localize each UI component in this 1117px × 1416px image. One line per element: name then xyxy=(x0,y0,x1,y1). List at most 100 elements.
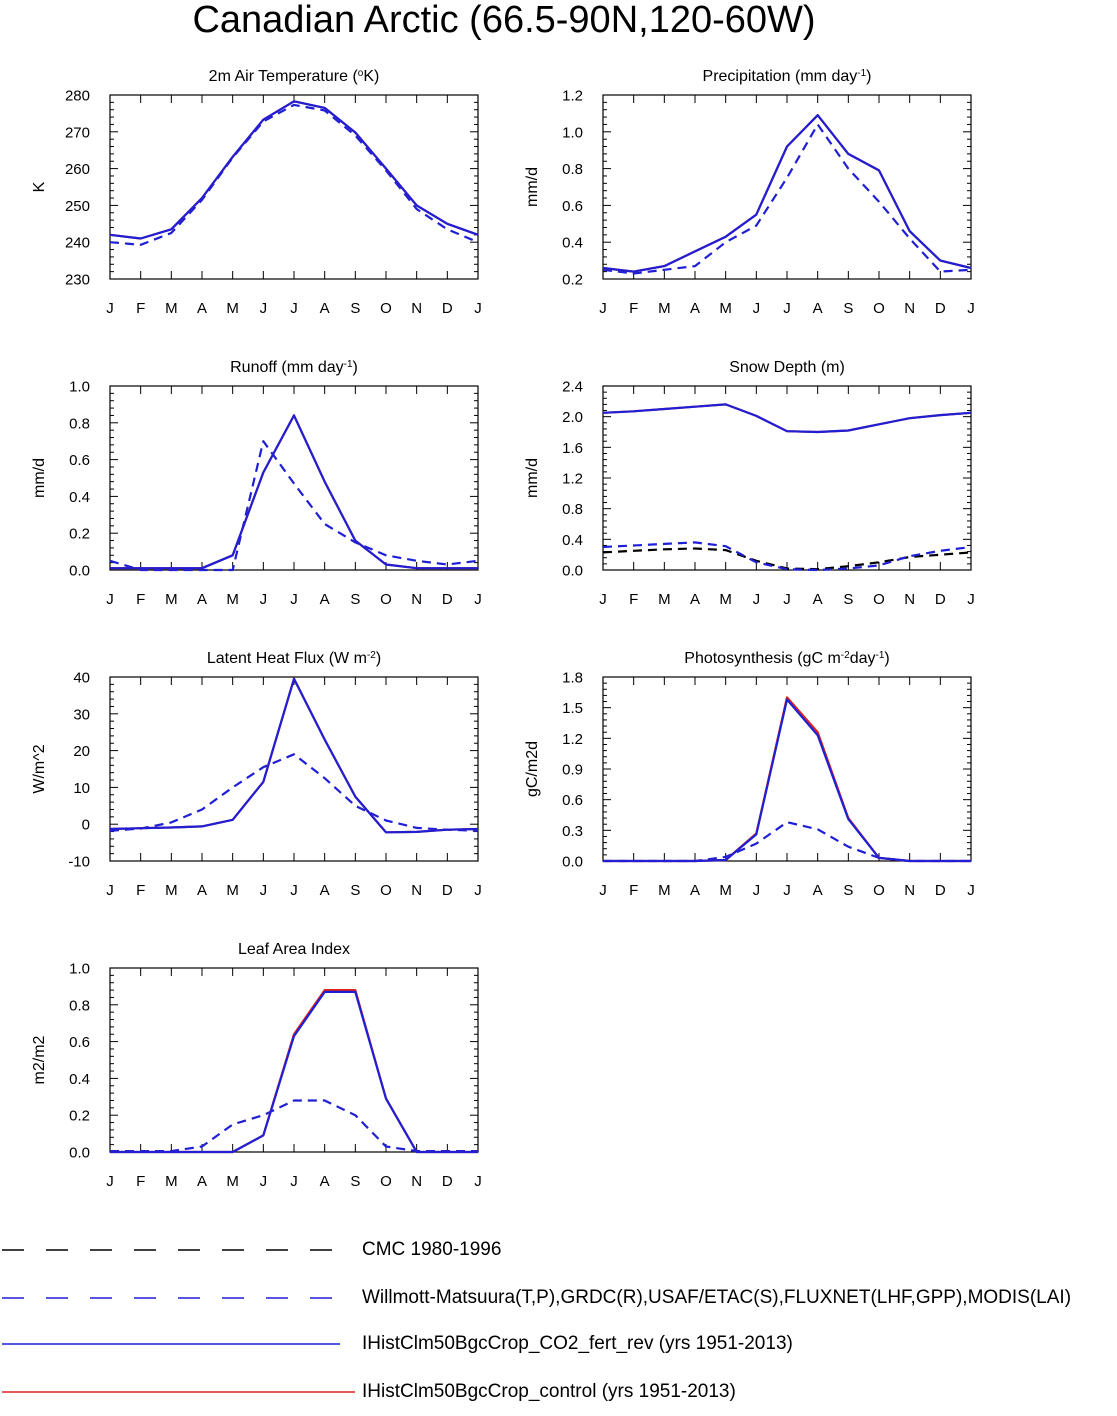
legend-line-sample xyxy=(2,1297,335,1299)
x-tick-label: A xyxy=(197,300,207,317)
series-line-3 xyxy=(110,414,478,570)
legend-entry-observations: Willmott-Matsuura(T,P),GRDC(R),USAF/ETAC… xyxy=(0,1276,1117,1322)
x-tick-label: O xyxy=(873,591,885,608)
series-line-2 xyxy=(109,100,479,240)
y-tick-label: 30 xyxy=(73,706,90,723)
x-tick-label: O xyxy=(873,882,885,899)
y-tick-label: 2.0 xyxy=(562,409,583,426)
series-line-1 xyxy=(602,123,972,275)
x-tick-label: J xyxy=(967,882,975,899)
x-tick-label: N xyxy=(904,300,915,317)
x-tick-label: S xyxy=(350,591,360,608)
chart-panel-4: J F M A M J J A S O N D J 0.0 0.4 0.8 1.2 1.6 2.0 2.4 mm/d Sn… xyxy=(524,359,975,608)
x-tick-label: O xyxy=(380,591,392,608)
y-tick-label: 2.4 xyxy=(562,379,583,396)
chart-panel-3: J F M A M J J A S O N D J 0.0 0.2 0.4 0.6 0.8 1.0 mm/d Runof… xyxy=(31,359,482,609)
y-tick-label: 1.0 xyxy=(69,961,90,978)
plot-frame xyxy=(109,94,479,280)
y-tick-label: 1.2 xyxy=(562,731,583,748)
series-line-3 xyxy=(110,990,478,1154)
panel-title: Precipitation (mm day-1) xyxy=(703,68,872,86)
x-tick-label: M xyxy=(226,591,239,608)
x-tick-label: F xyxy=(629,882,638,899)
y-tick-label: 0.8 xyxy=(562,501,583,518)
legend-line-sample xyxy=(2,1391,355,1393)
x-tick-label: J xyxy=(783,300,791,317)
y-tick-label: 0.4 xyxy=(562,235,583,252)
x-tick-label: J xyxy=(753,591,761,608)
y-tick-label: 280 xyxy=(65,88,90,105)
y-tick-label: 0.6 xyxy=(69,1034,90,1051)
x-tick-label: A xyxy=(197,1173,207,1190)
x-tick-label: S xyxy=(843,300,853,317)
x-tick-label: O xyxy=(380,1173,392,1190)
x-tick-label: A xyxy=(813,591,823,608)
x-tick-label: J xyxy=(260,1173,268,1190)
series-line-3 xyxy=(603,698,971,863)
x-tick-label: A xyxy=(320,1173,330,1190)
legend-label: IHistClm50BgcCrop_CO2_fert_rev (yrs 1951… xyxy=(362,1333,793,1354)
y-tick-label: 1.2 xyxy=(562,88,583,105)
x-tick-label: J xyxy=(753,882,761,899)
plot-frame xyxy=(109,967,479,1153)
x-tick-label: J xyxy=(290,1173,298,1190)
x-tick-label: N xyxy=(411,300,422,317)
y-tick-label: 1.0 xyxy=(69,379,90,396)
x-tick-label: M xyxy=(165,1173,178,1190)
x-tick-label: D xyxy=(442,300,453,317)
x-tick-label: M xyxy=(719,882,732,899)
series-line-2 xyxy=(602,114,972,273)
legend-entry-cmc: CMC 1980-1996 xyxy=(0,1228,1117,1274)
x-tick-label: O xyxy=(873,300,885,317)
x-tick-label: A xyxy=(197,882,207,899)
chart-panel-5: J F M A M J J A S O N D J -10 0 10 20 30 40 W/m^2 Latent Hea… xyxy=(31,650,482,900)
x-tick-label: F xyxy=(136,591,145,608)
series-line-1 xyxy=(109,753,479,832)
y-tick-label: 270 xyxy=(65,124,90,141)
y-tick-label: 0.8 xyxy=(69,997,90,1014)
y-tick-label: 0.4 xyxy=(562,532,583,549)
y-tick-label: 0.6 xyxy=(562,198,583,215)
y-tick-label: 0.4 xyxy=(69,489,90,506)
legend-label: IHistClm50BgcCrop_control (yrs 1951-2013… xyxy=(362,1381,736,1402)
x-tick-label: J xyxy=(599,591,607,608)
x-tick-label: D xyxy=(442,591,453,608)
y-tick-label: 0.6 xyxy=(562,792,583,809)
x-tick-label: S xyxy=(350,300,360,317)
chart-panels: J F M A M J J A S O N D J 230 240 250 260 270 280 K 2m Air T… xyxy=(31,68,975,1191)
x-tick-label: N xyxy=(411,882,422,899)
x-tick-label: J xyxy=(106,1173,114,1190)
panel-title: Snow Depth (m) xyxy=(729,359,845,376)
series-line-4 xyxy=(602,403,972,434)
x-tick-label: J xyxy=(753,300,761,317)
y-axis-label: mm/d xyxy=(524,167,541,207)
y-tick-label: 1.8 xyxy=(562,670,583,687)
x-tick-label: M xyxy=(165,300,178,317)
x-tick-label: A xyxy=(813,882,823,899)
x-tick-label: N xyxy=(904,591,915,608)
x-tick-label: S xyxy=(350,1173,360,1190)
x-tick-label: J xyxy=(260,882,268,899)
x-tick-label: F xyxy=(136,300,145,317)
y-tick-label: 20 xyxy=(73,743,90,760)
legend-label: CMC 1980-1996 xyxy=(362,1239,502,1260)
x-tick-label: J xyxy=(106,591,114,608)
y-tick-label: 10 xyxy=(73,780,90,797)
x-tick-label: M xyxy=(719,591,732,608)
x-tick-label: J xyxy=(290,882,298,899)
y-axis-label: K xyxy=(31,181,48,192)
x-tick-label: M xyxy=(226,300,239,317)
series-line-2 xyxy=(110,988,478,1154)
y-tick-label: 250 xyxy=(65,198,90,215)
x-tick-label: A xyxy=(320,882,330,899)
series-line-3 xyxy=(109,100,479,240)
panel-title: Latent Heat Flux (W m-2) xyxy=(207,650,381,668)
y-tick-label: 240 xyxy=(65,235,90,252)
x-tick-label: J xyxy=(106,300,114,317)
panel-title: 2m Air Temperature (oK) xyxy=(209,68,380,86)
figure-title: Canadian Arctic (66.5-90N,120-60W) xyxy=(192,0,816,41)
x-tick-label: N xyxy=(904,882,915,899)
x-tick-label: N xyxy=(411,1173,422,1190)
y-tick-label: 1.0 xyxy=(562,124,583,141)
y-tick-label: 0.3 xyxy=(562,823,583,840)
